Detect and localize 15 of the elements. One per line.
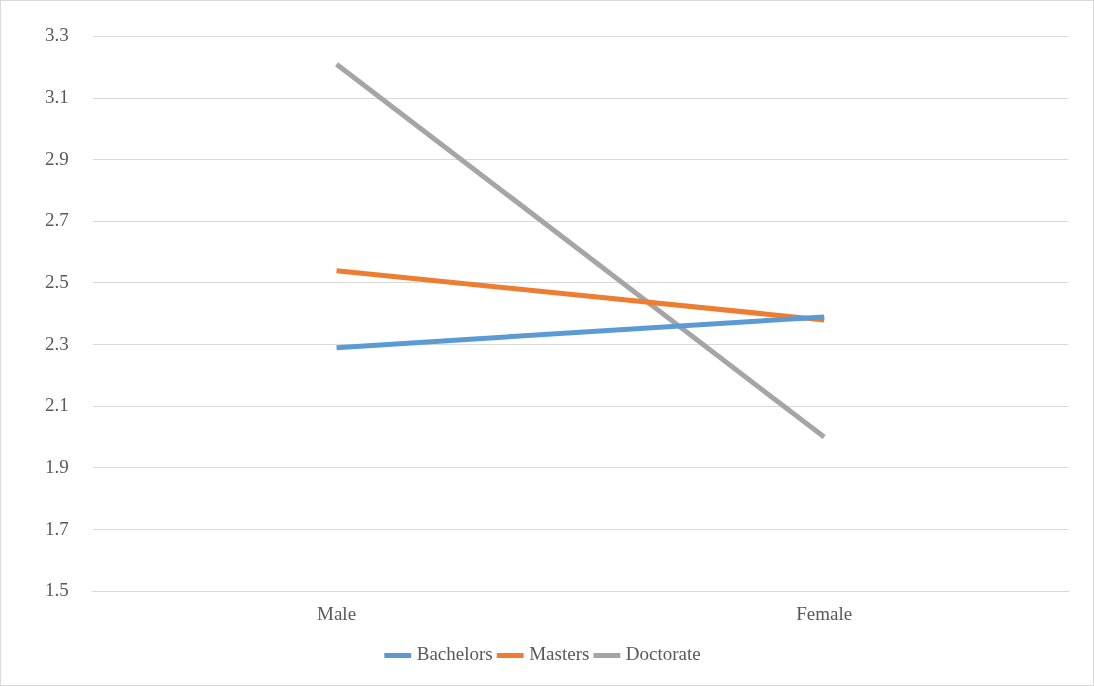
y-tick-label: 2.1 <box>45 394 69 416</box>
y-tick-label: 2.5 <box>45 270 69 292</box>
y-tick-label: 1.7 <box>45 517 69 539</box>
x-tick-label: Female <box>796 602 853 624</box>
y-tick-label: 2.3 <box>45 332 69 354</box>
x-tick-label: Male <box>317 602 357 624</box>
y-tick-label: 1.9 <box>45 455 69 477</box>
y-tick-label: 1.5 <box>45 579 69 601</box>
legend-label: Bachelors <box>416 643 493 665</box>
y-tick-label: 2.9 <box>45 147 69 169</box>
y-tick-label: 3.1 <box>45 86 69 108</box>
legend-label: Doctorate <box>625 643 701 665</box>
legend-label: Masters <box>529 643 590 665</box>
y-tick-label: 3.3 <box>45 24 69 46</box>
y-tick-label: 2.7 <box>45 209 69 231</box>
